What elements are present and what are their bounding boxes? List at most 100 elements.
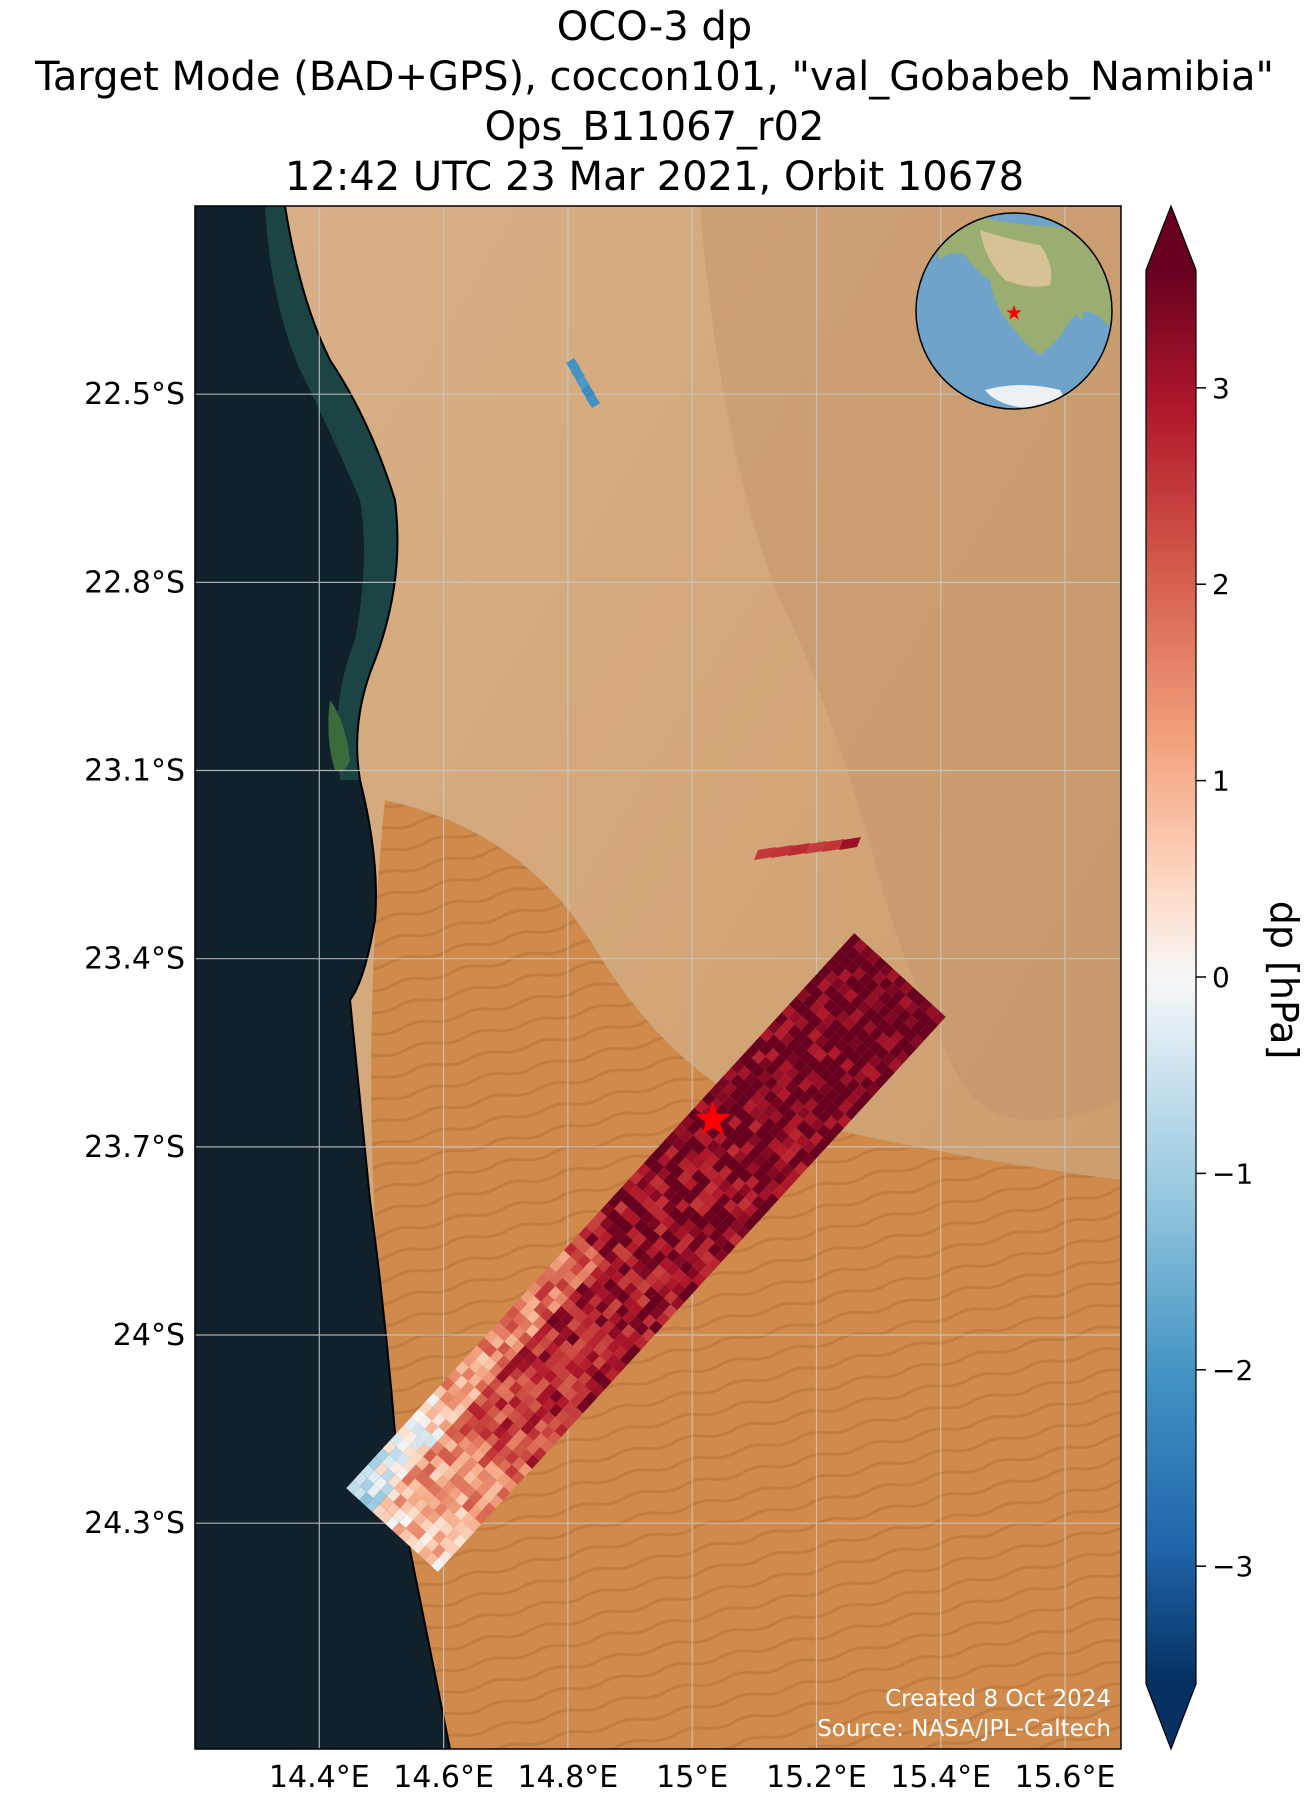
sounding-pixel bbox=[808, 1014, 823, 1029]
sounding-pixel bbox=[918, 998, 933, 1013]
sounding-pixel bbox=[468, 1490, 483, 1505]
sounding-pixel bbox=[790, 1099, 805, 1114]
sounding-pixel bbox=[566, 1317, 581, 1332]
sounding-pixel bbox=[607, 1194, 622, 1209]
sounding-pixel bbox=[608, 1298, 623, 1313]
sounding-pixel bbox=[473, 1393, 488, 1408]
sounding-pixel bbox=[841, 1044, 856, 1059]
sounding-pixel bbox=[602, 1292, 617, 1307]
sounding-pixel bbox=[556, 1395, 570, 1410]
sounding-pixel bbox=[715, 1220, 730, 1235]
sounding-pixel bbox=[783, 1093, 798, 1108]
sounding-pixel bbox=[788, 1010, 803, 1025]
sounding-pixel bbox=[541, 1280, 556, 1294]
sounding-pixel bbox=[615, 1304, 630, 1319]
sounding-pixel bbox=[649, 1175, 664, 1189]
sounding-pixel bbox=[770, 1081, 785, 1096]
sounding-pixel bbox=[802, 1139, 816, 1154]
sounding-pixel bbox=[653, 1236, 668, 1251]
sounding-pixel bbox=[423, 1448, 437, 1463]
sounding-pixel bbox=[840, 1058, 855, 1073]
sounding-pixel bbox=[455, 1492, 469, 1507]
sounding-pixel bbox=[675, 1198, 690, 1213]
sounding-pixel bbox=[566, 1331, 580, 1346]
sounding-pixel bbox=[645, 1258, 660, 1273]
sounding-pixel bbox=[505, 1319, 519, 1334]
sounding-pixel bbox=[582, 1274, 597, 1289]
sounding-pixel bbox=[688, 1224, 702, 1239]
sounding-pixel bbox=[763, 1089, 778, 1104]
sounding-pixel bbox=[605, 1367, 620, 1382]
sounding-pixel bbox=[386, 1502, 400, 1517]
sounding-pixel bbox=[743, 1085, 758, 1100]
sounding-pixel bbox=[508, 1381, 523, 1396]
sounding-pixel bbox=[430, 1440, 445, 1455]
sounding-pixel bbox=[439, 1536, 453, 1551]
sounding-pixel bbox=[562, 1401, 577, 1416]
sounding-pixel bbox=[599, 1216, 614, 1231]
sounding-pixel bbox=[838, 1100, 853, 1114]
sounding-pixel bbox=[788, 996, 803, 1011]
sounding-pixel bbox=[346, 1480, 361, 1495]
sounding-pixel bbox=[394, 1480, 408, 1495]
sounding-pixel bbox=[833, 1052, 848, 1067]
sounding-pixel bbox=[590, 1252, 605, 1267]
sounding-pixel bbox=[474, 1379, 489, 1394]
sounding-pixel bbox=[712, 1159, 726, 1174]
red-star-icon bbox=[1006, 305, 1022, 320]
lat-tick-label: 23.7°S bbox=[84, 1130, 185, 1165]
sounding-pixel bbox=[765, 1062, 779, 1076]
sounding-pixel bbox=[667, 1234, 681, 1249]
sounding-pixel bbox=[352, 1486, 367, 1501]
sounding-pixel bbox=[628, 1184, 643, 1199]
sounding-pixel bbox=[418, 1532, 433, 1546]
sounding-pixel bbox=[609, 1284, 624, 1299]
sounding-pixel bbox=[801, 1153, 816, 1168]
sounding-pixel bbox=[745, 1044, 760, 1059]
sounding-pixel bbox=[566, 358, 580, 372]
sounding-pixel bbox=[877, 1004, 892, 1019]
lat-tick-label: 24°S bbox=[113, 1318, 185, 1353]
sounding-pixel bbox=[378, 1510, 393, 1525]
lat-tick-label: 23.4°S bbox=[84, 942, 185, 977]
sounding-pixel bbox=[591, 1369, 606, 1384]
sounding-pixel bbox=[428, 1482, 443, 1497]
sounding-pixel bbox=[417, 1428, 432, 1443]
sounding-pixel bbox=[421, 1490, 435, 1505]
sounding-pixel bbox=[492, 1438, 506, 1453]
sounding-pixel bbox=[392, 1508, 407, 1523]
sounding-pixel bbox=[408, 1464, 423, 1479]
sounding-pixel bbox=[512, 1442, 527, 1457]
sounding-pixel bbox=[598, 1244, 612, 1259]
sounding-pixel bbox=[852, 1098, 866, 1113]
sounding-pixel bbox=[903, 1028, 918, 1043]
sounding-pixel bbox=[701, 1222, 716, 1237]
colorbar-tick-label: 1 bbox=[1212, 765, 1230, 798]
sounding-pixel bbox=[444, 1438, 459, 1453]
sounding-pixel bbox=[433, 1516, 448, 1531]
sounding-pixel bbox=[461, 1367, 476, 1382]
sounding-pixel bbox=[698, 1147, 713, 1162]
sounding-pixel bbox=[482, 1502, 496, 1517]
sounding-pixel bbox=[564, 1359, 579, 1374]
sounding-pixel bbox=[404, 1416, 419, 1431]
lon-tick-label: 15.2°E bbox=[766, 1760, 867, 1795]
sounding-pixel bbox=[440, 1508, 455, 1523]
sounding-pixel bbox=[628, 1316, 643, 1330]
sounding-pixel bbox=[773, 1026, 788, 1041]
sounding-pixel bbox=[511, 1325, 526, 1340]
coastline bbox=[284, 206, 451, 1749]
sounding-pixel bbox=[499, 1430, 514, 1445]
sounding-pixel bbox=[504, 1333, 519, 1348]
sounding-pixel bbox=[520, 1289, 535, 1304]
sounding-pixel bbox=[619, 1220, 634, 1235]
sounding-pixel bbox=[557, 1367, 572, 1382]
sounding-pixel bbox=[496, 1486, 511, 1501]
sounding-pixel bbox=[415, 1456, 430, 1471]
sounding-pixel bbox=[641, 1196, 656, 1211]
sounding-pixel bbox=[462, 1484, 477, 1499]
sounding-pixel bbox=[594, 1313, 609, 1328]
colorbar-label: dp [hPa] bbox=[1262, 901, 1306, 1060]
sounding-pixel bbox=[832, 1080, 847, 1095]
sounding-pixel bbox=[888, 1058, 903, 1073]
